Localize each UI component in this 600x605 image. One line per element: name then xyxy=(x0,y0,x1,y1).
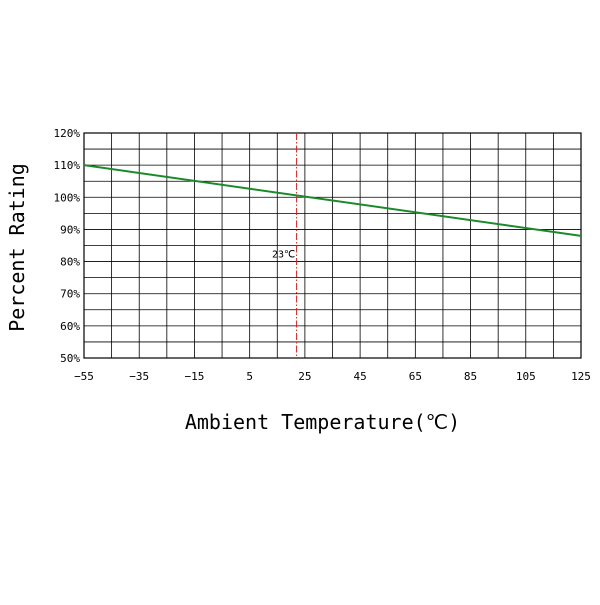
x-tick-label: −55 xyxy=(74,370,94,383)
x-tick-labels: −55 −35 −15 5 25 45 65 85 105 125 xyxy=(74,370,591,383)
x-tick-label: −35 xyxy=(129,370,149,383)
x-tick-label: 45 xyxy=(353,370,366,383)
x-tick-label: 5 xyxy=(246,370,253,383)
y-axis-title: Percent Rating xyxy=(5,163,29,332)
series-group xyxy=(83,164,582,237)
y-tick-labels: 50% 60% 70% 80% 90% 100% 110% 120% xyxy=(54,127,81,365)
x-tick-label: −15 xyxy=(185,370,205,383)
y-tick-label: 110% xyxy=(54,159,81,172)
y-tick-label: 100% xyxy=(54,191,81,204)
x-tick-label: 105 xyxy=(516,370,536,383)
reference-line-label: 23℃ xyxy=(272,250,295,261)
x-tick-label: 85 xyxy=(464,370,477,383)
y-tick-label: 120% xyxy=(54,127,81,140)
plot-frame xyxy=(83,132,582,359)
y-tick-label: 50% xyxy=(60,352,80,365)
y-tick-label: 80% xyxy=(60,256,80,269)
y-tick-label: 60% xyxy=(60,320,80,333)
y-tick-label: 70% xyxy=(60,288,80,301)
y-tick-label: 90% xyxy=(60,223,80,236)
x-axis-title: Ambient Temperature(℃) xyxy=(185,410,460,434)
x-tick-label: 65 xyxy=(409,370,422,383)
grid xyxy=(84,133,581,358)
x-tick-label: 25 xyxy=(298,370,311,383)
series-line-0 xyxy=(83,164,582,237)
x-tick-label: 125 xyxy=(571,370,591,383)
